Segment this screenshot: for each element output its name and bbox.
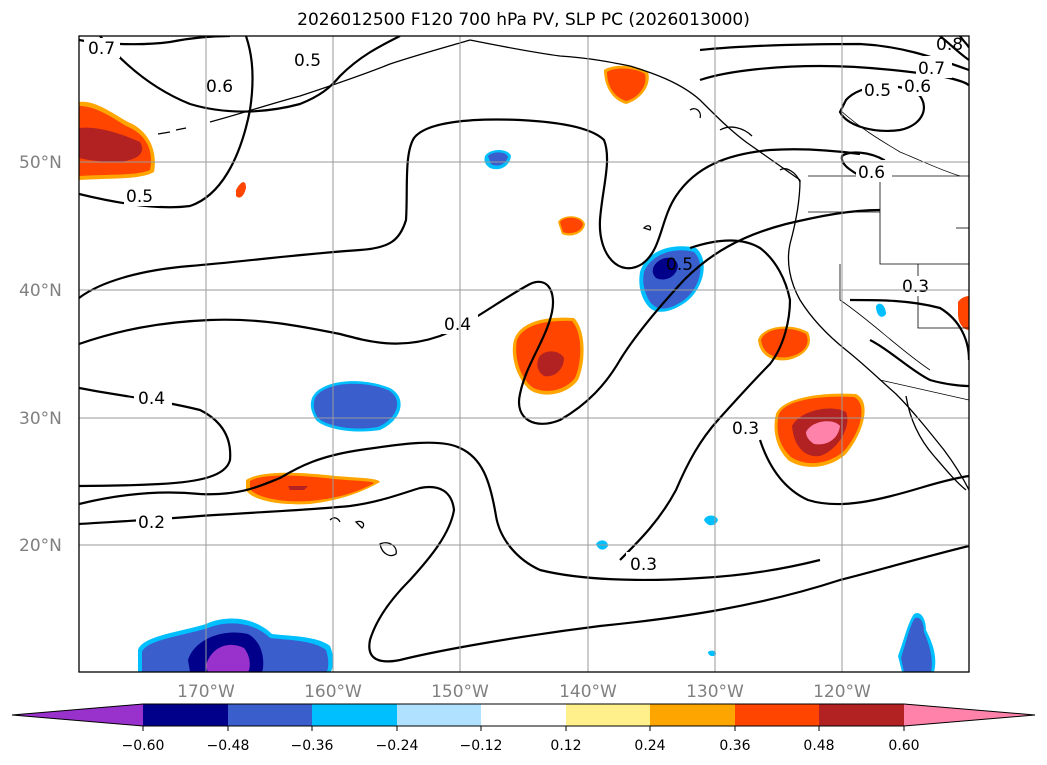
- colorbar-tick-label: −0.48: [207, 738, 250, 754]
- colorbar-segment: [143, 704, 228, 726]
- pv-shading: [79, 65, 969, 672]
- contour-label-0-7-nw: 0.7: [88, 39, 115, 59]
- contour-labels: 0.7 0.5 0.6 0.5 0.4 0.4 0.2 0.5 0.3 0.3 …: [84, 35, 963, 575]
- colorbar-tick-label: −0.60: [122, 738, 165, 754]
- colorbar: −0.60 −0.48 −0.36 −0.24 −0.12 0.12 0.24 …: [11, 703, 1036, 754]
- contour-label-0-8: 0.8: [936, 35, 963, 55]
- lat-label-40n: 40°N: [19, 281, 62, 301]
- lon-label-140w: 140°W: [559, 682, 617, 702]
- colorbar-tick-label: −0.36: [291, 738, 334, 754]
- contour-label-0-2: 0.2: [138, 513, 165, 533]
- colorbar-segment: [481, 704, 566, 726]
- colorbar-segment: [566, 704, 650, 726]
- lon-label-120w: 120°W: [813, 682, 871, 702]
- colorbar-tick-label: 0.12: [550, 738, 581, 754]
- lon-label-130w: 130°W: [686, 682, 744, 702]
- colorbar-tick-label: −0.24: [376, 738, 419, 754]
- colorbar-extend-max: [904, 704, 1035, 726]
- contour-label-0-6-ne2: 0.6: [904, 77, 931, 97]
- coastlines: [157, 39, 969, 557]
- colorbar-segment: [819, 704, 904, 726]
- colorbar-tick-label: −0.12: [460, 738, 503, 754]
- contour-label-0-5-w: 0.5: [126, 187, 153, 207]
- colorbar-tick-label: 0.24: [634, 738, 665, 754]
- lon-label-160w: 160°W: [304, 682, 362, 702]
- colorbar-segment: [312, 704, 397, 726]
- contour-label-0-5-ne: 0.5: [864, 81, 891, 101]
- colorbar-extend-min: [12, 704, 143, 726]
- lat-label-50n: 50°N: [19, 153, 62, 173]
- contour-label-0-3-ne: 0.3: [902, 277, 929, 297]
- contour-label-0-5-center: 0.5: [666, 255, 693, 275]
- longitude-labels: 170°W 160°W 150°W 140°W 130°W 120°W: [177, 682, 871, 702]
- colorbar-segment: [650, 704, 735, 726]
- contour-label-0-3-s: 0.3: [630, 555, 657, 575]
- colorbar-segment: [735, 704, 819, 726]
- lon-label-150w: 150°W: [431, 682, 489, 702]
- contour-label-0-4-w: 0.4: [138, 389, 165, 409]
- colorbar-tick-label: 0.48: [803, 738, 834, 754]
- map-title: 2026012500 F120 700 hPa PV, SLP PC (2026…: [297, 10, 750, 30]
- contour-label-0-6-ne: 0.6: [858, 163, 885, 183]
- colorbar-segment: [228, 704, 312, 726]
- gridlines: [79, 36, 969, 672]
- contour-label-0-5-n: 0.5: [294, 51, 321, 71]
- colorbar-segment: [397, 704, 481, 726]
- contour-label-0-7-ne: 0.7: [918, 59, 945, 79]
- contour-label-0-6-n: 0.6: [206, 77, 233, 97]
- latitude-labels: 50°N 40°N 30°N 20°N: [19, 153, 62, 556]
- colorbar-tick-labels: −0.60 −0.48 −0.36 −0.24 −0.12 0.12 0.24 …: [122, 738, 920, 754]
- colorbar-ticks: [142, 726, 905, 731]
- map-frame: [78, 35, 970, 673]
- lat-label-20n: 20°N: [19, 536, 62, 556]
- colorbar-tick-label: 0.60: [888, 738, 919, 754]
- lon-label-170w: 170°W: [177, 682, 235, 702]
- lat-label-30n: 30°N: [19, 409, 62, 429]
- contour-label-0-4-mid: 0.4: [444, 315, 471, 335]
- contour-label-0-3-e: 0.3: [732, 419, 759, 439]
- colorbar-tick-label: 0.36: [719, 738, 750, 754]
